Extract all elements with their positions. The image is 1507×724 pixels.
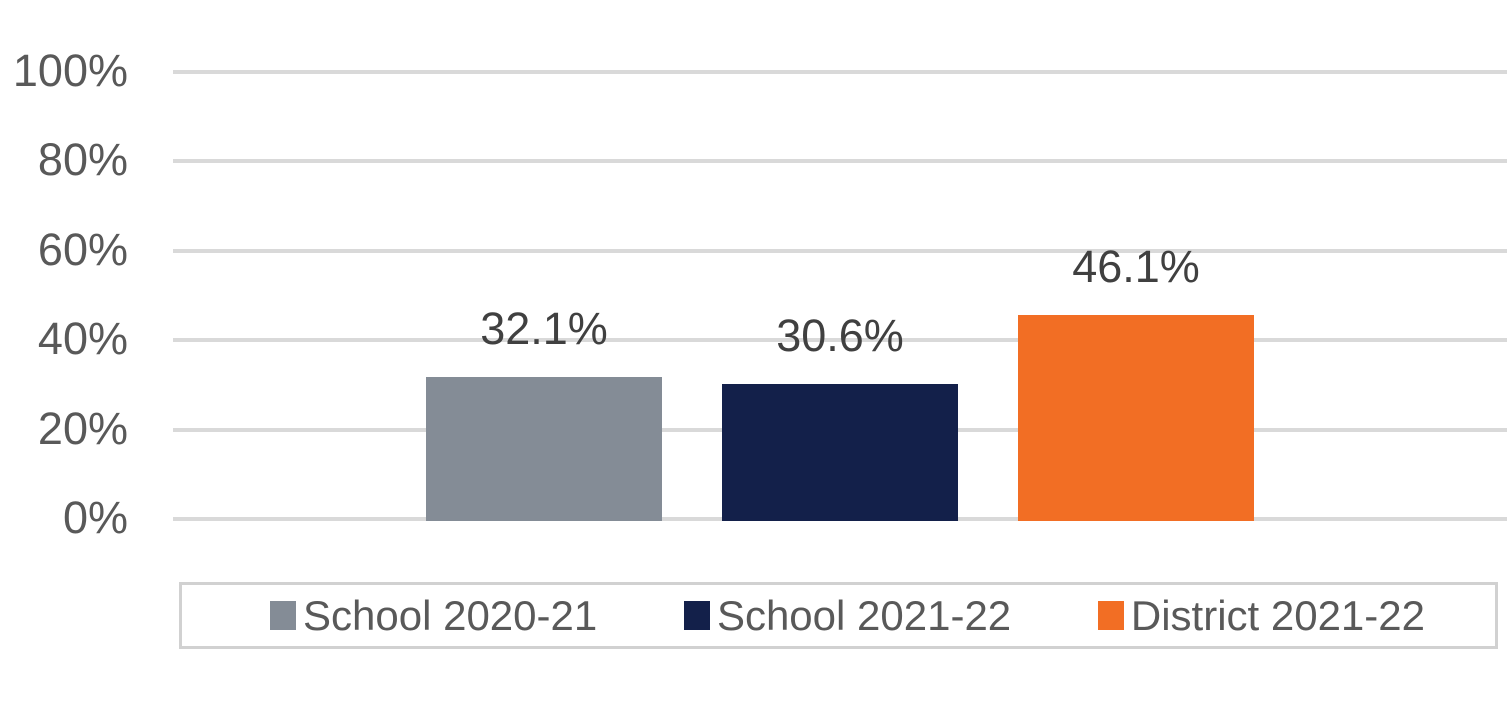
legend-swatch-icon — [1097, 601, 1124, 630]
legend-item-district-2021-22: District 2021-22 — [1097, 591, 1425, 639]
bar-district-2021-22 — [1018, 314, 1254, 521]
gridline-80 — [173, 159, 1507, 163]
legend-item-school-2021-22: School 2021-22 — [683, 591, 1012, 639]
bar-value-label-district-2021-22: 46.1% — [1072, 240, 1200, 292]
y-tick-label-40: 40% — [37, 313, 128, 364]
gridline-40 — [173, 338, 1507, 342]
y-tick-label-0: 0% — [62, 492, 128, 543]
legend-swatch-icon — [683, 601, 710, 630]
y-tick-label-20: 20% — [37, 402, 128, 454]
bar-school-2020-21 — [426, 377, 662, 521]
legend-label: School 2020-21 — [303, 591, 598, 639]
legend-label: School 2021-22 — [716, 591, 1012, 639]
y-tick-label-60: 60% — [37, 223, 128, 275]
bar-school-2021-22 — [722, 384, 958, 521]
gridline-100 — [173, 69, 1507, 74]
bar-value-label-school-2020-21: 32.1% — [480, 303, 608, 355]
gridline-60 — [173, 248, 1507, 253]
y-tick-label-100: 100% — [12, 44, 128, 96]
bar-value-label-school-2021-22: 30.6% — [776, 310, 904, 362]
legend-item-school-2020-21: School 2020-21 — [270, 591, 598, 639]
legend-label: District 2021-22 — [1130, 591, 1425, 639]
y-tick-label-80: 80% — [37, 134, 128, 185]
legend-swatch-icon — [270, 601, 296, 630]
legend: School 2020-21 School 2021-22 District 202… — [179, 582, 1498, 649]
